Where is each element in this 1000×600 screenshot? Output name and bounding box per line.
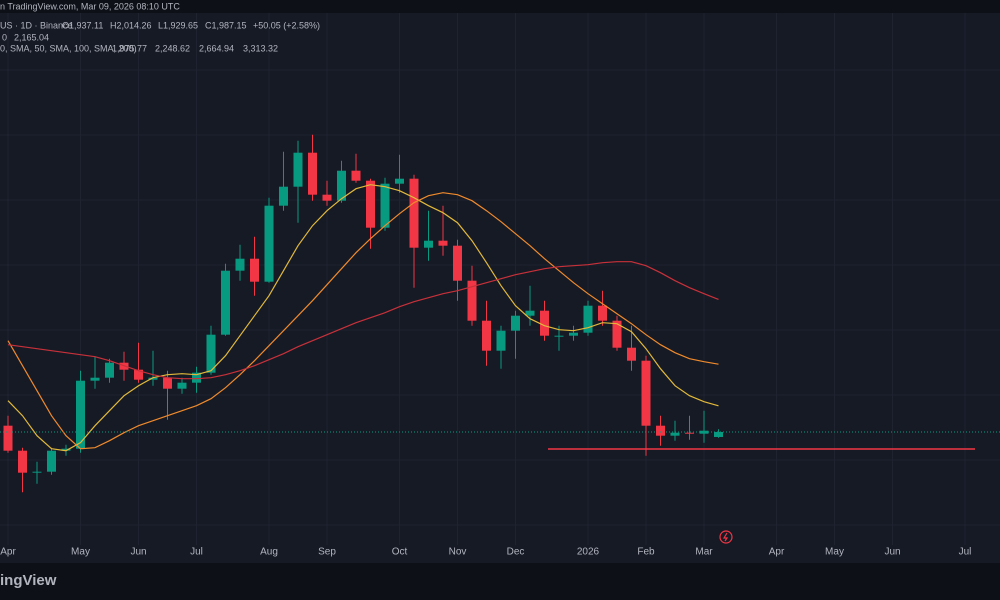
sma-label: 0, SMA, 50, SMA, 100, SMA, 200) — [0, 43, 137, 53]
candle-body — [192, 372, 201, 383]
x-tick-label: Nov — [449, 547, 467, 558]
candle-body — [279, 186, 288, 206]
x-tick-label: 2026 — [577, 547, 600, 558]
candle-body — [163, 377, 172, 389]
x-tick-label: Jun — [884, 547, 900, 558]
candle-body — [482, 320, 491, 351]
candle-body — [699, 430, 709, 434]
candle-body — [670, 432, 680, 436]
candle-body — [322, 194, 332, 201]
candle-body — [540, 310, 549, 336]
candle-body — [3, 425, 13, 451]
x-axis: Apr May Jun Jul Aug Sep Oct Nov Dec 2026 Feb Mar Apr… — [0, 547, 971, 558]
candle-body — [366, 180, 375, 228]
candle-body — [467, 280, 477, 321]
alert-icon — [719, 530, 733, 544]
candle-body — [90, 377, 100, 381]
candle-body — [511, 315, 520, 331]
candle-body — [32, 471, 42, 473]
x-tick-label: Jul — [190, 547, 203, 558]
candle-body — [337, 170, 346, 201]
candle-body — [395, 178, 404, 184]
candle-body — [598, 305, 607, 321]
candle-body — [177, 382, 187, 389]
sma-value: 2,664.94 — [199, 43, 234, 53]
indicator-value: 2,165.04 — [14, 32, 49, 42]
candle-body — [293, 152, 303, 187]
candle-body — [424, 240, 433, 248]
candle-body — [641, 360, 651, 426]
bottom-bar — [0, 563, 1000, 600]
candle-body — [351, 170, 361, 181]
x-tick-label: May — [825, 547, 844, 558]
logo: ingView — [0, 572, 57, 589]
x-tick-label: Apr — [0, 547, 16, 558]
ohlc-open: O1,937.11 — [62, 20, 103, 30]
ohlc-close: C1,987.15 — [205, 20, 247, 30]
candle-body — [206, 334, 216, 373]
sma-value: 3,313.32 — [243, 43, 278, 53]
candle-body — [714, 431, 723, 437]
candle-body — [656, 425, 665, 436]
candle-body — [148, 377, 158, 380]
candle-body — [554, 335, 564, 337]
candle-body — [409, 178, 419, 248]
candle-body — [221, 270, 230, 335]
candle-body — [583, 305, 593, 333]
symbol: US · 1D · Binance — [0, 20, 73, 30]
candle-body — [438, 240, 448, 246]
sma-line — [7, 184, 719, 452]
ohlc-change: +50.05 (+2.58%) — [253, 20, 320, 30]
candle-body — [76, 380, 85, 449]
x-tick-label: Aug — [260, 547, 278, 558]
x-tick-label: Feb — [637, 547, 655, 558]
candle-body — [18, 450, 27, 473]
indicator-label: 0 — [2, 32, 7, 42]
candle-body — [569, 332, 578, 336]
header: n TradingView.com, Mar 09, 2026 08:10 UT… — [0, 1, 320, 53]
x-tick-label: Jul — [959, 547, 972, 558]
x-tick-label: Jun — [130, 547, 146, 558]
sma-value: 1,975.77 — [112, 43, 147, 53]
candle-body — [627, 347, 636, 361]
candle-body — [380, 183, 390, 228]
x-tick-label: May — [71, 547, 90, 558]
candle-body — [134, 369, 143, 380]
candle-body — [105, 362, 114, 378]
candle-body — [496, 330, 506, 351]
published: n TradingView.com, Mar 09, 2026 08:10 UT… — [0, 1, 180, 11]
candle-body — [525, 310, 535, 316]
x-tick-label: Dec — [507, 547, 525, 558]
plot — [0, 134, 1000, 493]
candle-body — [235, 258, 245, 271]
candle-body — [61, 448, 71, 451]
sma-value: 2,248.62 — [155, 43, 190, 53]
candle-body — [250, 258, 259, 282]
candle-body — [685, 432, 694, 434]
ohlc-low: L1,929.65 — [158, 20, 198, 30]
x-tick-label: Oct — [392, 547, 408, 558]
candle-body — [47, 450, 56, 472]
x-tick-label: Sep — [318, 547, 336, 558]
candle-body — [612, 320, 622, 348]
sma-line — [7, 261, 719, 380]
x-tick-label: Mar — [695, 547, 713, 558]
ohlc-high: H2,014.26 — [110, 20, 152, 30]
candle-body — [308, 152, 317, 195]
candle-body — [453, 245, 462, 281]
candle-body — [264, 205, 274, 282]
x-tick-label: Apr — [769, 547, 785, 558]
top-bar — [0, 0, 1000, 13]
